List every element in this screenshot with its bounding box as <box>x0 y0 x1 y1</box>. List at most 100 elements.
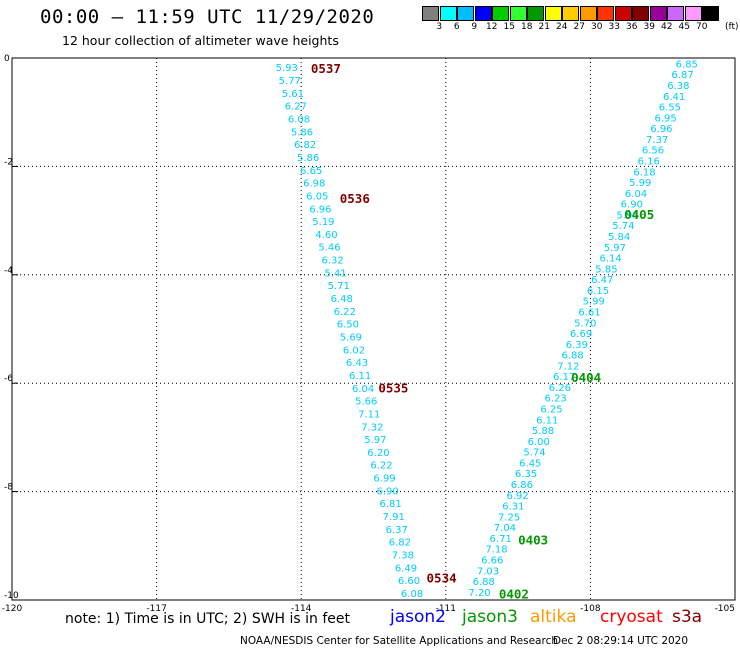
jason3-wave-height-point: 6.87 <box>671 70 693 81</box>
color-legend-swatch <box>597 6 614 21</box>
jason3-wave-height-point: 5.70 <box>574 318 596 329</box>
jason3-wave-height-point: 6.96 <box>650 124 672 135</box>
jason3-wave-height-point: 6.15 <box>587 286 609 297</box>
jason2-wave-height-point: 5.19 <box>312 217 334 228</box>
jason3-wave-height-point: 7.04 <box>494 523 516 534</box>
y-tick-label: 0 <box>4 54 10 64</box>
jason2-wave-height-point: 6.48 <box>331 294 353 305</box>
jason3-wave-height-point: 6.95 <box>655 113 677 124</box>
color-legend-swatch <box>509 6 527 21</box>
color-legend-swatch <box>702 6 719 21</box>
color-legend-label: 27 <box>573 22 585 32</box>
jason3-wave-height-point: 6.17 <box>553 372 575 383</box>
x-tick-label: -111 <box>436 604 456 614</box>
jason3-wave-height-point: 5.99 <box>629 178 651 189</box>
jason3-wave-height-point: 6.00 <box>528 437 550 448</box>
jason3-wave-height-point: 7.20 <box>468 588 490 599</box>
color-legend-swatch <box>492 6 509 21</box>
jason2-wave-height-point: 6.90 <box>376 486 398 497</box>
jason2-wave-height-point: 6.22 <box>334 307 356 318</box>
color-legend-swatch <box>684 6 702 21</box>
jason2-wave-height-point: 6.11 <box>349 371 371 382</box>
color-legend-label: 70 <box>696 22 708 32</box>
color-legend-label: 6 <box>453 22 460 32</box>
color-legend-label: 12 <box>486 22 498 32</box>
jason2-wave-height-point: 6.99 <box>373 474 395 485</box>
color-legend-label: 3 <box>436 22 443 32</box>
color-legend-swatch <box>667 6 684 21</box>
color-legend-swatch <box>562 6 579 21</box>
jason2-wave-height-point: 6.27 <box>285 102 307 113</box>
color-legend-units: (ft) <box>725 22 739 32</box>
color-legend-swatch <box>422 6 439 21</box>
jason3-wave-height-point: 6.92 <box>506 491 528 502</box>
jason3-wave-height-point: 7.25 <box>498 512 520 523</box>
color-legend-swatch <box>474 6 492 21</box>
color-legend-swatch <box>527 6 544 21</box>
jason3-time-label: 0405 <box>624 207 654 222</box>
jason2-wave-height-point: 6.60 <box>398 576 420 587</box>
jason2-wave-height-point: 5.86 <box>291 127 313 138</box>
jason2-wave-height-point: 6.82 <box>389 538 411 549</box>
jason3-wave-height-point: 5.84 <box>608 232 630 243</box>
jason2-time-label: 0535 <box>378 381 408 396</box>
jason3-wave-height-point: 6.35 <box>515 469 537 480</box>
jason2-wave-height-point: 6.50 <box>337 320 359 331</box>
y-tick-label: -8 <box>4 483 13 493</box>
x-tick-label: -108 <box>580 604 601 614</box>
jason3-wave-height-point: 6.61 <box>578 307 600 318</box>
jason2-wave-height-point: 6.02 <box>343 345 365 356</box>
jason3-wave-height-point: 6.90 <box>621 200 643 211</box>
mission-cryosat: cryosat <box>600 607 663 627</box>
color-legend-label: 42 <box>661 22 673 32</box>
jason3-wave-height-point: 6.88 <box>561 351 583 362</box>
jason2-wave-height-point: 6.43 <box>346 358 368 369</box>
jason2-wave-height-point: 6.20 <box>367 448 389 459</box>
jason2-time-label: 0534 <box>427 570 457 585</box>
jason2-wave-height-point: 5.97 <box>364 435 386 446</box>
color-legend-label: 18 <box>521 22 533 32</box>
mission-altika: altika <box>530 607 577 627</box>
jason2-time-label: 0537 <box>311 61 341 76</box>
mission-s3a: s3a <box>672 607 703 627</box>
chart-title: 00:00 – 11:59 UTC 11/29/2020 <box>40 6 375 28</box>
jason2-wave-height-point: 6.22 <box>370 461 392 472</box>
jason3-wave-height-point: 6.66 <box>481 556 503 567</box>
jason2-wave-height-point: 6.37 <box>386 525 408 536</box>
mission-jason3: jason3 <box>462 607 518 627</box>
jason3-wave-height-point: 6.16 <box>638 156 660 167</box>
jason3-wave-height-point: 6.04 <box>625 189 647 200</box>
jason2-wave-height-point: 6.65 <box>300 166 322 177</box>
jason3-time-label: 0403 <box>518 532 548 547</box>
jason2-wave-height-point: 6.49 <box>395 563 417 574</box>
jason2-wave-height-point: 6.08 <box>288 115 310 126</box>
jason3-wave-height-point: 5.74 <box>612 221 634 232</box>
jason3-wave-height-point: 6.11 <box>536 415 558 426</box>
jason2-wave-height-point: 6.08 <box>401 589 423 600</box>
color-legend-label: 24 <box>556 22 568 32</box>
jason2-wave-height-point: 5.77 <box>279 76 301 87</box>
jason2-wave-height-point: 5.86 <box>297 153 319 164</box>
color-legend-label: 33 <box>608 22 620 32</box>
note-text: note: 1) Time is in UTC; 2) SWH is in fe… <box>65 611 351 627</box>
jason2-wave-height-point: 6.82 <box>294 140 316 151</box>
y-tick-label: -4 <box>4 266 13 276</box>
jason3-wave-height-point: 6.38 <box>667 81 689 92</box>
jason3-time-label: 0402 <box>499 587 529 602</box>
color-legend-swatch <box>614 6 632 21</box>
jason3-wave-height-point: 6.85 <box>676 59 698 70</box>
color-legend-label: 9 <box>471 22 478 32</box>
color-legend-swatch <box>579 6 597 21</box>
jason3-wave-height-point: 6.56 <box>642 146 664 157</box>
color-legend-label: 15 <box>503 22 515 32</box>
x-tick-label: -114 <box>291 604 312 614</box>
jason2-wave-height-point: 6.05 <box>306 191 328 202</box>
jason3-wave-height-point: 6.55 <box>659 103 681 114</box>
x-tick-label: -120 <box>2 604 23 614</box>
color-legend-swatch <box>439 6 457 21</box>
jason3-wave-height-point: 7.03 <box>477 566 499 577</box>
jason3-wave-height-point: 7.12 <box>557 361 579 372</box>
jason3-wave-height-point: 6.25 <box>540 405 562 416</box>
jason3-wave-height-point: 5.74 <box>523 448 545 459</box>
